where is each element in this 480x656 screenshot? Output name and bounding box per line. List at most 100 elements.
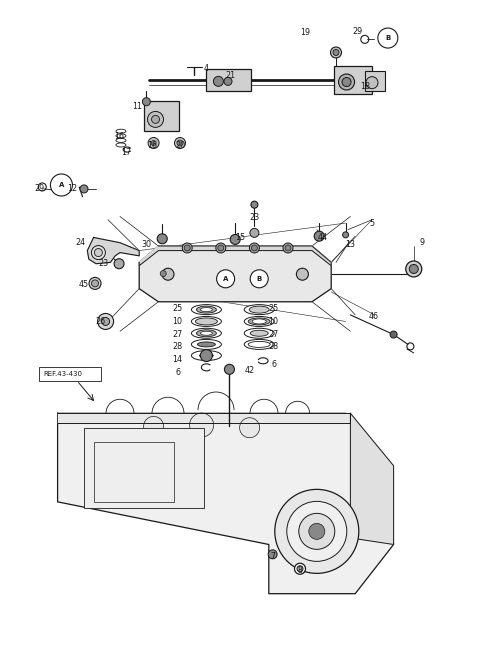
Text: 10: 10: [173, 317, 182, 326]
Text: 4: 4: [204, 64, 209, 73]
Ellipse shape: [244, 316, 274, 327]
Circle shape: [331, 47, 341, 58]
Text: 44: 44: [318, 233, 327, 242]
Ellipse shape: [248, 341, 270, 348]
Circle shape: [224, 77, 232, 85]
Ellipse shape: [192, 328, 221, 338]
Text: 6: 6: [175, 368, 180, 377]
FancyBboxPatch shape: [39, 367, 101, 381]
Ellipse shape: [201, 331, 212, 335]
Polygon shape: [139, 246, 331, 302]
Circle shape: [89, 277, 101, 289]
Text: 16: 16: [114, 132, 124, 141]
Circle shape: [97, 314, 114, 329]
Text: 19: 19: [300, 28, 310, 37]
Text: 28: 28: [268, 342, 279, 351]
Text: 8: 8: [298, 566, 302, 575]
Text: 28: 28: [172, 342, 183, 351]
Circle shape: [338, 74, 355, 90]
Circle shape: [177, 140, 183, 146]
Circle shape: [240, 418, 260, 438]
Circle shape: [343, 232, 348, 238]
Ellipse shape: [192, 316, 221, 327]
Circle shape: [144, 417, 164, 436]
Ellipse shape: [199, 354, 214, 358]
Text: 14: 14: [173, 355, 182, 364]
Circle shape: [218, 245, 224, 251]
Circle shape: [378, 28, 398, 48]
Circle shape: [102, 318, 109, 325]
Circle shape: [157, 234, 167, 244]
Circle shape: [152, 115, 159, 123]
Circle shape: [225, 364, 234, 375]
Circle shape: [250, 228, 259, 237]
Bar: [84, 428, 204, 508]
Polygon shape: [350, 413, 394, 544]
Circle shape: [148, 138, 159, 148]
Text: 5: 5: [370, 218, 374, 228]
Text: A: A: [223, 276, 228, 282]
Circle shape: [252, 245, 257, 251]
Circle shape: [182, 243, 192, 253]
Circle shape: [162, 268, 174, 280]
Text: 27: 27: [268, 330, 279, 339]
Circle shape: [275, 489, 359, 573]
Circle shape: [409, 264, 418, 274]
Text: 10: 10: [269, 317, 278, 326]
Text: 12: 12: [67, 184, 77, 194]
Circle shape: [184, 245, 190, 251]
Ellipse shape: [197, 342, 216, 347]
Ellipse shape: [192, 350, 221, 361]
Text: 11: 11: [132, 102, 142, 111]
Text: 9: 9: [420, 238, 425, 247]
Circle shape: [216, 243, 226, 253]
Ellipse shape: [252, 319, 266, 324]
Circle shape: [342, 77, 351, 87]
Circle shape: [268, 550, 277, 559]
Circle shape: [230, 234, 240, 245]
Text: 18: 18: [360, 82, 370, 91]
Text: 29: 29: [34, 184, 45, 194]
Text: 7: 7: [270, 552, 275, 561]
Text: 42: 42: [244, 366, 255, 375]
Ellipse shape: [196, 330, 216, 337]
Ellipse shape: [196, 306, 216, 313]
Text: 17: 17: [120, 148, 131, 157]
Circle shape: [92, 280, 98, 287]
Circle shape: [147, 112, 164, 127]
Circle shape: [390, 331, 397, 338]
Circle shape: [406, 261, 422, 277]
Circle shape: [151, 140, 156, 146]
Circle shape: [309, 523, 325, 539]
Ellipse shape: [244, 304, 274, 315]
Circle shape: [214, 76, 223, 87]
Polygon shape: [139, 246, 331, 266]
Text: 16: 16: [148, 141, 157, 150]
Text: 21: 21: [225, 71, 236, 80]
Text: 15: 15: [235, 233, 245, 242]
Text: A: A: [59, 182, 64, 188]
Ellipse shape: [192, 304, 221, 315]
Ellipse shape: [250, 330, 268, 337]
Text: 27: 27: [172, 330, 183, 339]
Bar: [94, 442, 174, 502]
Circle shape: [314, 231, 324, 241]
Circle shape: [283, 243, 293, 253]
Ellipse shape: [244, 339, 274, 350]
Text: 23: 23: [249, 213, 260, 222]
Text: B: B: [257, 276, 262, 282]
Text: 30: 30: [142, 239, 151, 249]
Polygon shape: [87, 237, 139, 264]
Circle shape: [295, 564, 305, 574]
Text: 46: 46: [369, 312, 378, 321]
Circle shape: [50, 174, 72, 196]
Circle shape: [91, 245, 106, 260]
Text: 45: 45: [79, 280, 89, 289]
Circle shape: [114, 258, 124, 269]
Circle shape: [366, 77, 378, 89]
Circle shape: [287, 501, 347, 562]
Text: 24: 24: [75, 238, 86, 247]
Circle shape: [299, 514, 335, 549]
Text: 23: 23: [98, 259, 108, 268]
Ellipse shape: [195, 318, 217, 325]
